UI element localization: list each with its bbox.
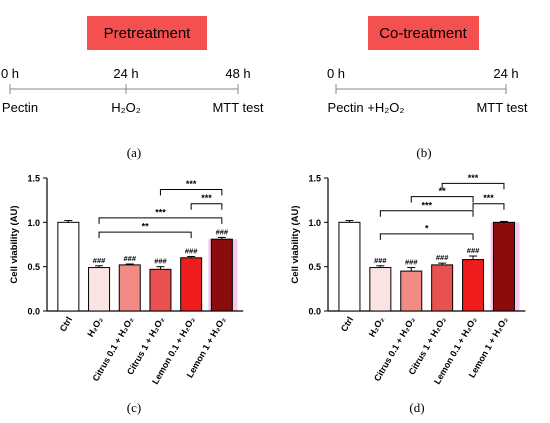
significance-mark: ###	[93, 256, 106, 265]
significance-bracket	[159, 189, 223, 196]
bar	[369, 267, 392, 312]
timeline-a-time-0: 0 h	[1, 66, 19, 81]
timeline-b-time-0: 0 h	[327, 66, 345, 81]
bar	[118, 264, 141, 312]
significance-mark: ###	[374, 256, 387, 265]
bracket-label: **	[439, 186, 447, 196]
bar	[400, 270, 423, 312]
significance-mark: ###	[467, 246, 480, 255]
bracket-label: ***	[201, 193, 212, 203]
bracket-label: *	[425, 223, 429, 233]
cotreatment-badge	[368, 16, 479, 50]
bracket-label: ***	[483, 193, 494, 203]
significance-mark: ###	[405, 258, 418, 267]
timeline-a-event-1: H₂O₂	[111, 100, 141, 115]
y-tick-label: 1.5	[308, 174, 321, 184]
caption-c: (c)	[127, 400, 141, 415]
bar	[431, 264, 454, 312]
timeline-a-time-1: 24 h	[113, 66, 138, 81]
bracket-label: ***	[421, 200, 432, 210]
significance-bracket	[441, 182, 505, 190]
chart-d: 0.0 0.5 1.0 1.5 Cell viability (AU) Ctrl ### H₂…	[290, 173, 526, 386]
bracket-label: ***	[155, 207, 166, 217]
significance-bracket	[410, 196, 474, 203]
y-tick-label: 0.0	[27, 307, 40, 317]
panel-a: Pretreatment 0 h 24 h 48 h Pectin H₂O₂ M…	[1, 16, 264, 160]
category-label: Ctrl	[58, 315, 74, 333]
significance-mark: ###	[123, 254, 136, 263]
pretreatment-badge	[87, 16, 207, 50]
bracket-label: **	[142, 222, 150, 232]
significance-mark: ###	[436, 253, 449, 262]
category-label: H₂O₂	[85, 315, 104, 339]
bar	[180, 257, 203, 312]
category-label: H₂O₂	[367, 315, 386, 339]
bracket-label: ***	[186, 179, 197, 189]
significance-bracket	[379, 210, 474, 217]
significance-mark: ###	[185, 246, 198, 255]
category-label: Ctrl	[339, 315, 355, 333]
timeline-b-event-0: Pectin +H₂O₂	[328, 100, 405, 115]
significance-bracket	[98, 217, 223, 224]
y-tick-label: 0.5	[27, 262, 40, 272]
y-tick-label: 0.0	[308, 307, 321, 317]
y-tick-label: 1.0	[308, 218, 321, 228]
significance-mark: ###	[216, 227, 229, 236]
bar	[338, 221, 361, 312]
bar	[210, 238, 233, 312]
significance-bracket	[379, 233, 474, 240]
y-tick-label: 1.0	[27, 218, 40, 228]
pretreatment-badge-label: Pretreatment	[104, 25, 192, 42]
y-axis-label: Cell viability (AU)	[290, 205, 301, 283]
y-axis-label: Cell viability (AU)	[9, 205, 20, 283]
bar	[149, 268, 172, 312]
panel-b: Co-treatment 0 h 24 h Pectin +H₂O₂ MTT t…	[327, 16, 528, 160]
bracket-label: ***	[468, 173, 479, 183]
bar	[462, 259, 485, 312]
bar	[88, 267, 111, 312]
timeline-b-time-1: 24 h	[493, 66, 518, 81]
bar	[57, 221, 80, 312]
significance-mark: ###	[154, 257, 167, 266]
timeline-a-event-0: Pectin	[2, 100, 38, 115]
caption-a: (a)	[127, 145, 141, 160]
bar	[492, 221, 515, 312]
significance-bracket	[190, 203, 223, 210]
significance-bracket	[98, 231, 192, 239]
caption-b: (b)	[416, 145, 431, 160]
timeline-a-time-2: 48 h	[225, 66, 250, 81]
y-tick-label: 0.5	[308, 262, 321, 272]
significance-bracket	[472, 203, 505, 210]
caption-d: (d)	[409, 400, 424, 415]
chart-c: 0.0 0.5 1.0 1.5 Cell viability (AU) Ctrl ### H₂…	[9, 174, 244, 386]
timeline-b-event-1: MTT test	[476, 100, 527, 115]
timeline-a-event-2: MTT test	[212, 100, 263, 115]
cotreatment-badge-label: Co-treatment	[379, 25, 467, 42]
y-tick-label: 1.5	[27, 174, 40, 184]
